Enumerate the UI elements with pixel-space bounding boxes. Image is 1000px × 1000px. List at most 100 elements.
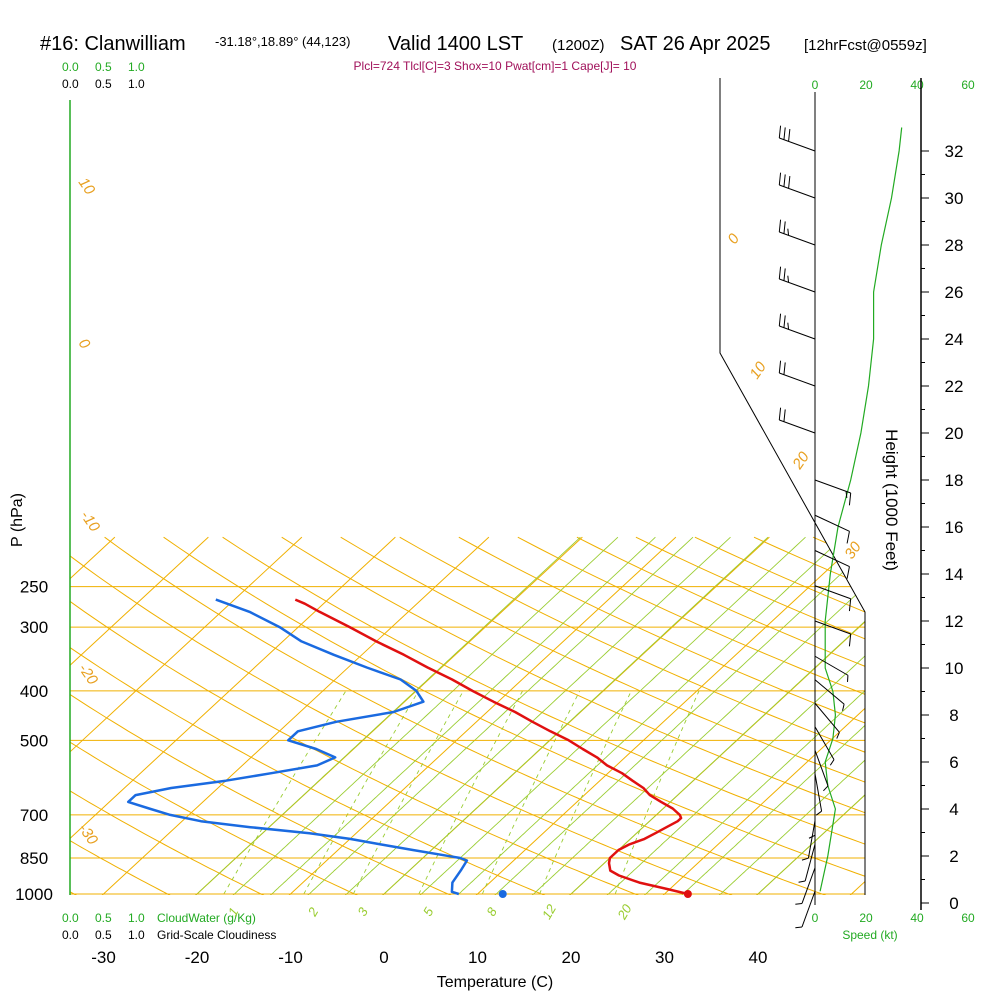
wind-barb-flag bbox=[778, 125, 782, 139]
wind-barb-staff bbox=[814, 726, 835, 760]
moist-adiabat-line bbox=[746, 536, 865, 895]
wind-barb bbox=[778, 266, 816, 293]
wind-barb-flag bbox=[783, 174, 786, 187]
dry-adiabat-line bbox=[517, 536, 865, 895]
wind-barb-flag bbox=[823, 785, 829, 792]
wind-barb-flag bbox=[783, 221, 786, 234]
wind-barb-staff bbox=[779, 325, 816, 340]
sounding-profiles bbox=[126, 598, 692, 898]
moist-adiabat-line bbox=[596, 536, 865, 895]
wind-barb-flag bbox=[848, 598, 852, 612]
pressure-tick-label: 250 bbox=[20, 578, 48, 597]
pressure-tick-label: 300 bbox=[20, 618, 48, 637]
wind-barb-flag bbox=[783, 409, 786, 422]
wind-barb bbox=[778, 360, 816, 387]
wind-barb bbox=[814, 773, 823, 816]
wind-barb bbox=[778, 219, 816, 246]
dry-adiabat-line bbox=[281, 536, 865, 895]
dry-adiabat-line bbox=[458, 536, 865, 895]
bottom-cloudwater-tick-2: 1.0 bbox=[128, 911, 145, 925]
height-tick-label: 28 bbox=[945, 236, 964, 255]
wind-barb-flag bbox=[778, 360, 782, 374]
dry-adiabat-line bbox=[70, 536, 663, 895]
height-tick-label: 10 bbox=[945, 659, 964, 678]
wind-barb-flag bbox=[836, 732, 840, 739]
height-tick-label: 12 bbox=[945, 612, 964, 631]
moist-adiabat-line bbox=[671, 536, 865, 895]
temperature-tick-label: -10 bbox=[278, 948, 303, 967]
wind-barb bbox=[814, 514, 850, 544]
isotherm-line bbox=[278, 536, 677, 895]
dry-adiabat-line bbox=[70, 536, 189, 895]
wind-barb-flag bbox=[787, 228, 790, 236]
background-grid bbox=[69, 78, 866, 895]
wind-barb bbox=[814, 655, 849, 682]
moist-adiabat-line bbox=[185, 536, 581, 895]
moist-adiabat-line bbox=[446, 536, 844, 895]
wind-barb-flag bbox=[778, 219, 782, 233]
isotherm-line bbox=[70, 536, 209, 895]
pressure-tick-label: 1000 bbox=[15, 885, 53, 904]
wind-barb-staff bbox=[779, 231, 816, 246]
wind-barb-staff bbox=[807, 820, 816, 859]
wind-barb-flag bbox=[795, 902, 803, 905]
height-axis-title: Height (1000 Feet) bbox=[882, 429, 901, 571]
moist-adiabat-line bbox=[633, 536, 865, 895]
valid-time: Valid 1400 LST bbox=[388, 33, 523, 55]
height-tick-label: 0 bbox=[949, 894, 958, 913]
wind-barb bbox=[808, 797, 816, 839]
wind-barb-flag bbox=[778, 172, 782, 186]
top-cloudiness-tick-2: 1.0 bbox=[128, 77, 145, 91]
bottom-speed-tick-3: 60 bbox=[961, 911, 975, 925]
temperature-profile-line bbox=[294, 598, 689, 896]
dry-adiabat-line bbox=[340, 536, 865, 895]
wind-barb-staff bbox=[779, 419, 816, 434]
wind-barb bbox=[795, 891, 816, 929]
wind-barb-flag bbox=[846, 566, 850, 579]
x-axis-title: Temperature (C) bbox=[437, 974, 553, 991]
wind-barb bbox=[814, 550, 850, 579]
wind-barb bbox=[814, 585, 852, 612]
surface-temperature-marker bbox=[683, 890, 692, 898]
wind-barb-staff bbox=[814, 620, 851, 635]
isotherm-line bbox=[465, 536, 864, 895]
dry-adiabat-line bbox=[222, 536, 865, 895]
wind-barb bbox=[778, 125, 816, 152]
mixing-ratio-label: 20 bbox=[614, 901, 635, 923]
bottom-cloudwater-tick-0: 0.0 bbox=[62, 911, 79, 925]
wind-barb bbox=[795, 867, 816, 905]
top-cloudwater-tick-2: 1.0 bbox=[128, 60, 145, 74]
wind-barb bbox=[814, 750, 829, 792]
wind-barb-flag bbox=[846, 531, 850, 544]
bottom-cloudiness-tick-0: 0.0 bbox=[62, 928, 79, 942]
dry-adiabat-line bbox=[576, 536, 865, 895]
wind-barb bbox=[778, 172, 816, 199]
wind-barb bbox=[814, 726, 835, 766]
temperature-tick-label: 40 bbox=[749, 948, 768, 967]
dry-adiabat-line bbox=[70, 536, 569, 895]
wind-barb-flag bbox=[783, 362, 786, 375]
top-cloudwater-tick-0: 0.0 bbox=[62, 60, 79, 74]
dry-adiabat-line bbox=[399, 536, 865, 895]
valid-date: SAT 26 Apr 2025 bbox=[620, 33, 770, 55]
wind-barb-flag bbox=[778, 407, 782, 421]
dry-adiabat-line bbox=[70, 536, 379, 895]
dewpoint-profile-line bbox=[126, 598, 469, 896]
wind-barb-flag bbox=[808, 834, 816, 839]
wind-barb-flag bbox=[798, 880, 806, 883]
wind-barb bbox=[801, 820, 816, 861]
wind-barb-staff bbox=[779, 137, 816, 152]
station-title: #16: Clanwilliam bbox=[40, 33, 186, 55]
temperature-tick-label: 0 bbox=[379, 948, 388, 967]
wind-barb-flag bbox=[783, 268, 786, 281]
height-tick-label: 32 bbox=[945, 142, 964, 161]
wind-barb-flag bbox=[848, 492, 852, 506]
height-tick-label: 2 bbox=[949, 847, 958, 866]
wind-barb-flag bbox=[795, 926, 803, 929]
wind-barb-staff bbox=[779, 372, 816, 387]
top-speed-tick-3: 60 bbox=[961, 78, 975, 92]
moist-adiabat-line bbox=[409, 536, 806, 895]
isotherm-line bbox=[91, 536, 490, 895]
